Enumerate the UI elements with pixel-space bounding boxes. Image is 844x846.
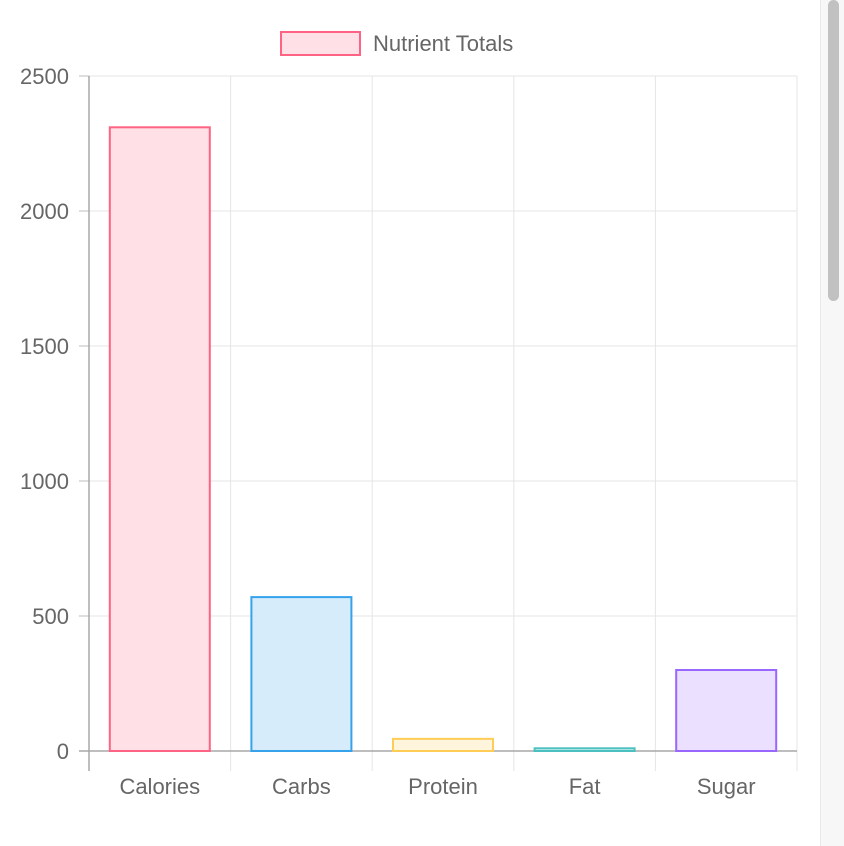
bar-fat	[533, 747, 636, 752]
y-tick-label: 500	[32, 604, 69, 629]
bar-carbs	[250, 596, 353, 752]
y-tick-label: 1500	[20, 334, 69, 359]
x-tick-label: Sugar	[697, 774, 756, 799]
x-axis-ticks: Calories Carbs Protein Fat Sugar	[119, 774, 755, 799]
x-tick-label: Carbs	[272, 774, 331, 799]
vertical-scrollbar[interactable]	[820, 0, 844, 846]
chart-bars	[108, 126, 778, 753]
bar-protein	[392, 737, 494, 752]
y-tick-label: 1000	[20, 469, 69, 494]
legend-swatch[interactable]	[280, 31, 361, 56]
x-tick-label: Protein	[408, 774, 478, 799]
bar-sugar	[675, 669, 778, 752]
chart-legend[interactable]: Nutrient Totals	[280, 31, 513, 56]
nutrient-bar-chart: 0 500 1000 1500 2000 2500 Calories Carbs Protei…	[20, 31, 798, 799]
bar-calories	[108, 126, 211, 753]
y-tick-label: 2000	[20, 199, 69, 224]
y-tick-label: 0	[57, 739, 69, 764]
x-tick-label: Fat	[569, 774, 601, 799]
legend-label[interactable]: Nutrient Totals	[373, 31, 513, 56]
x-tick-label: Calories	[119, 774, 200, 799]
y-tick-label: 2500	[20, 64, 69, 89]
y-axis-ticks: 0 500 1000 1500 2000 2500	[20, 64, 69, 764]
scrollbar-thumb[interactable]	[828, 0, 839, 301]
